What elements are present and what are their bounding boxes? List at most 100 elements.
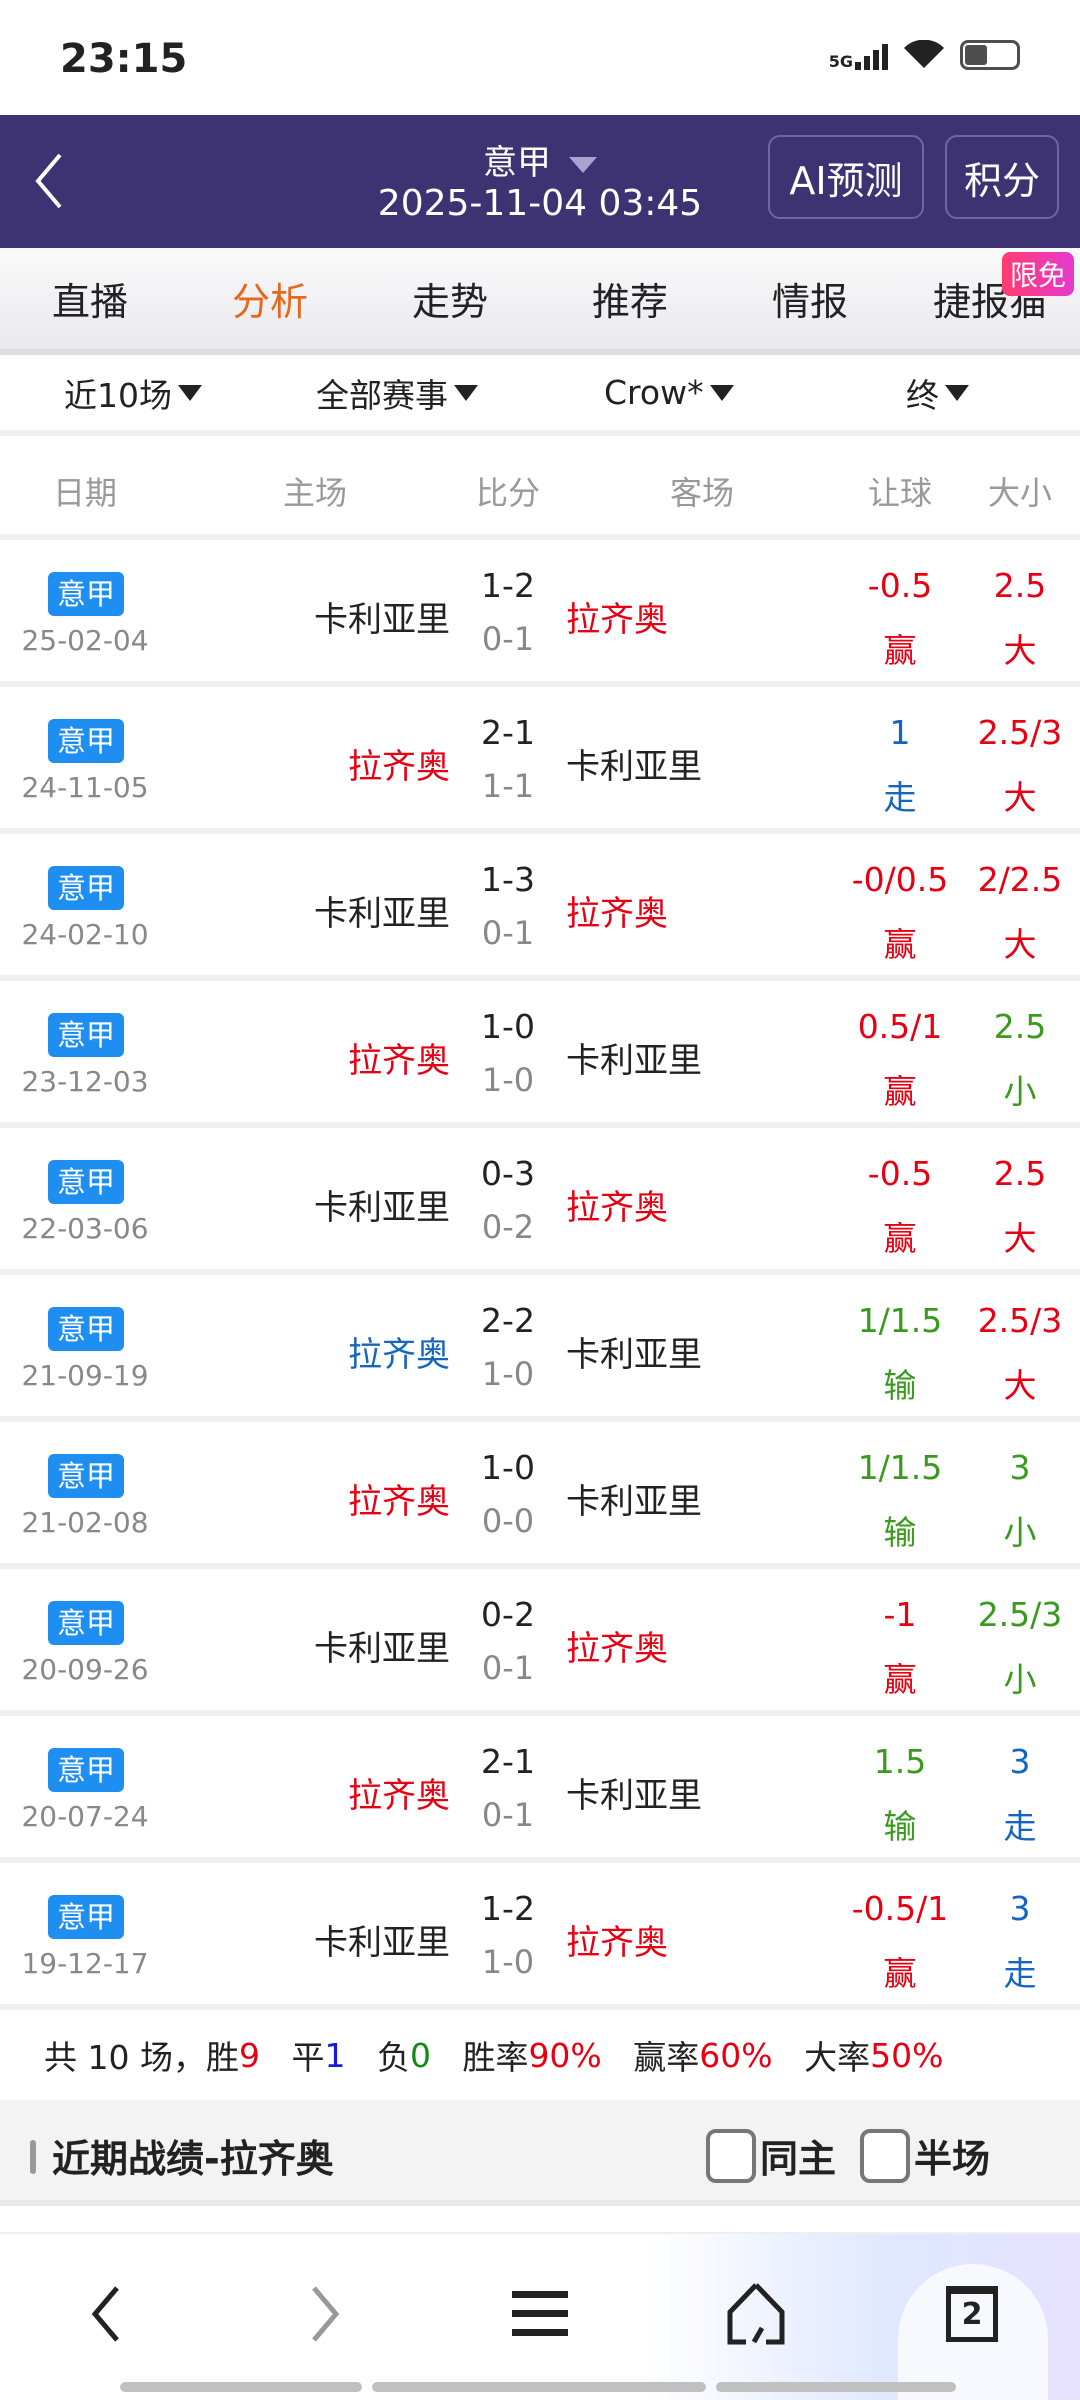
over-under-line: 2.5/3 [977, 1301, 1063, 1340]
handicap-line: 0.5/1 [857, 1007, 943, 1046]
away-team: 拉齐奥 [566, 1629, 668, 1669]
away-team: 拉齐奥 [566, 1923, 668, 1963]
away-team: 拉齐奥 [566, 894, 668, 934]
free-badge: 限免 [1001, 252, 1074, 296]
match-row[interactable]: 意甲 25-02-04 卡利亚里 1-2 0-1 拉齐奥 -0.5 赢 2.5 大 [0, 540, 1080, 687]
battery-icon [960, 40, 1020, 70]
match-row[interactable]: 意甲 19-12-17 卡利亚里 1-2 1-0 拉齐奥 -0.5/1 赢 3 走 [0, 1863, 1080, 2010]
league-tag: 意甲 [48, 1748, 124, 1792]
full-time-score: 0-3 [481, 1154, 535, 1193]
tab-intel[interactable]: 情报 [771, 280, 848, 324]
match-row[interactable]: 意甲 24-11-05 拉齐奥 2-1 1-1 卡利亚里 1 走 2.5/3 大 [0, 687, 1080, 834]
over-under-result: 大 [1003, 631, 1037, 670]
half-time-score: 0-1 [481, 1796, 535, 1834]
league-tag: 意甲 [48, 572, 124, 616]
handicap-result: 赢 [883, 631, 917, 670]
over-under-line: 2.5/3 [977, 1595, 1063, 1634]
half-time-checkbox[interactable]: 半场 [860, 2128, 990, 2183]
handicap-result: 输 [883, 1807, 917, 1846]
over-under-line: 3 [1009, 1448, 1031, 1487]
half-time-score: 1-1 [481, 767, 535, 805]
match-date: 22-03-06 [21, 1212, 149, 1245]
over-under-result: 大 [1003, 778, 1037, 817]
checkbox-icon [860, 2128, 910, 2183]
handicap-result: 赢 [883, 1219, 917, 1258]
full-time-score: 1-3 [481, 860, 535, 899]
league-tag: 意甲 [48, 1454, 124, 1498]
half-time-score: 1-0 [481, 1943, 535, 1981]
full-time-score: 1-0 [481, 1007, 535, 1046]
half-time-score: 1-0 [481, 1061, 535, 1099]
league-tag: 意甲 [48, 1601, 124, 1645]
handicap-result: 走 [883, 778, 917, 817]
nav-tabs-button[interactable]: 2 [932, 2274, 1012, 2354]
tab-analysis[interactable]: 分析 [231, 280, 308, 324]
match-row[interactable]: 意甲 21-09-19 拉齐奥 2-2 1-0 卡利亚里 1/1.5 输 2.5/3 大 [0, 1275, 1080, 1422]
wifi-icon [904, 40, 944, 68]
over-under-line: 3 [1009, 1742, 1031, 1781]
league-tag: 意甲 [48, 1013, 124, 1057]
signal-icon: 5G [829, 40, 888, 70]
home-team: 卡利亚里 [314, 1188, 450, 1228]
nav-home-button[interactable] [716, 2274, 796, 2354]
table-header: 日期 主场 比分 客场 让球 大小 [0, 436, 1080, 540]
standings-button[interactable]: 积分 [945, 135, 1059, 219]
nav-forward-button[interactable] [286, 2274, 366, 2354]
handicap-result: 赢 [883, 1954, 917, 1993]
match-row[interactable]: 意甲 24-02-10 卡利亚里 1-3 0-1 拉齐奥 -0/0.5 赢 2/2.5 大 [0, 834, 1080, 981]
home-team: 拉齐奥 [348, 747, 450, 787]
back-icon[interactable] [30, 149, 70, 213]
away-team: 卡利亚里 [566, 747, 702, 787]
summary-bar: 共 10 场， 胜 9 平 1 负 0 胜率 90% 赢率 60% 大率 50% [44, 2035, 944, 2078]
tab-live[interactable]: 直播 [51, 280, 128, 324]
over-under-line: 2.5 [993, 1007, 1047, 1046]
away-team: 卡利亚里 [566, 1335, 702, 1375]
full-time-score: 2-1 [481, 1742, 535, 1781]
league-tag: 意甲 [48, 1160, 124, 1204]
half-time-score: 0-2 [481, 1208, 535, 1246]
match-row[interactable]: 意甲 20-07-24 拉齐奥 2-1 0-1 卡利亚里 1.5 输 3 走 [0, 1716, 1080, 1863]
col-over-under: 大小 [987, 474, 1052, 512]
nav-back-button[interactable] [65, 2274, 145, 2354]
match-row[interactable]: 意甲 22-03-06 卡利亚里 0-3 0-2 拉齐奥 -0.5 赢 2.5 大 [0, 1128, 1080, 1275]
tab-trend[interactable]: 走势 [411, 280, 488, 324]
company-filter[interactable]: Crow* [604, 373, 734, 412]
home-team: 拉齐奥 [348, 1776, 450, 1816]
match-row[interactable]: 意甲 21-02-08 拉齐奥 1-0 0-0 卡利亚里 1/1.5 输 3 小 [0, 1422, 1080, 1569]
match-row[interactable]: 意甲 20-09-26 卡利亚里 0-2 0-1 拉齐奥 -1 赢 2.5/3 小 [0, 1569, 1080, 1716]
ai-predict-button[interactable]: AI预测 [768, 135, 924, 219]
over-rate: 50% [870, 2035, 944, 2075]
match-date: 24-11-05 [21, 771, 149, 804]
full-time-score: 2-1 [481, 713, 535, 752]
handicap-line: -0.5 [867, 566, 933, 605]
half-time-score: 0-0 [481, 1502, 535, 1540]
over-under-line: 3 [1009, 1889, 1031, 1928]
half-time-score: 0-1 [481, 914, 535, 952]
tab-recommend[interactable]: 推荐 [591, 280, 668, 324]
col-date: 日期 [52, 474, 117, 512]
range-filter[interactable]: 近10场 [64, 369, 202, 417]
draw-count: 1 [324, 2035, 346, 2075]
home-icon [727, 2283, 785, 2345]
dropdown-icon [569, 156, 597, 173]
league-selector[interactable]: 意甲 [0, 135, 1080, 184]
checkbox-icon [706, 2128, 756, 2183]
handicap-line: 1 [889, 713, 911, 752]
full-time-score: 0-2 [481, 1595, 535, 1634]
league-tag: 意甲 [48, 1895, 124, 1939]
nav-menu-button[interactable] [500, 2274, 580, 2354]
match-row[interactable]: 意甲 23-12-03 拉齐奥 1-0 1-0 卡利亚里 0.5/1 赢 2.5 小 [0, 981, 1080, 1128]
away-team: 拉齐奥 [566, 600, 668, 640]
over-under-result: 小 [1003, 1660, 1037, 1699]
home-team: 拉齐奥 [348, 1041, 450, 1081]
half-time-score: 0-1 [481, 620, 535, 658]
section-marker [30, 2140, 36, 2174]
handicap-line: 1.5 [873, 1742, 927, 1781]
browser-bottom-nav: 2 [0, 2232, 1080, 2402]
competition-filter[interactable]: 全部赛事 [316, 369, 478, 417]
full-time-score: 1-0 [481, 1448, 535, 1487]
same-home-checkbox[interactable]: 同主 [706, 2128, 836, 2183]
match-date: 21-02-08 [21, 1506, 149, 1539]
cover-rate: 60% [699, 2035, 773, 2075]
odds-type-filter[interactable]: 终 [906, 369, 969, 417]
